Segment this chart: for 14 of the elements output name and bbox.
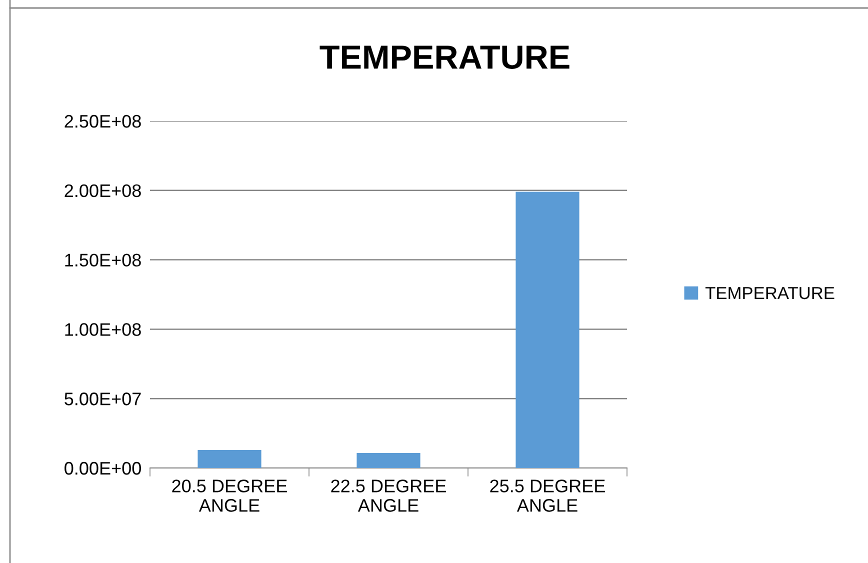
x-tick-label: 25.5 DEGREE ANGLE: [490, 480, 605, 512]
y-tick-label: 2.50E+08: [64, 114, 141, 128]
y-tick-label: 2.00E+08: [64, 184, 141, 198]
chart-title: TEMPERATURE: [320, 46, 570, 69]
bar: [356, 453, 420, 468]
y-tick-label: 1.50E+08: [65, 254, 141, 267]
x-tick-label: 20.5 DEGREE ANGLE: [172, 480, 287, 512]
y-tick-label: 1.00E+08: [65, 323, 141, 336]
legend-label: TEMPERATURE: [705, 287, 834, 300]
x-tick-label: 22.5 DEGREE ANGLE: [331, 480, 446, 512]
bar: [198, 450, 262, 468]
y-tick-label: 5.00E+07: [64, 392, 141, 406]
bar: [516, 192, 580, 468]
y-tick-label: 0.00E+00: [64, 462, 141, 475]
